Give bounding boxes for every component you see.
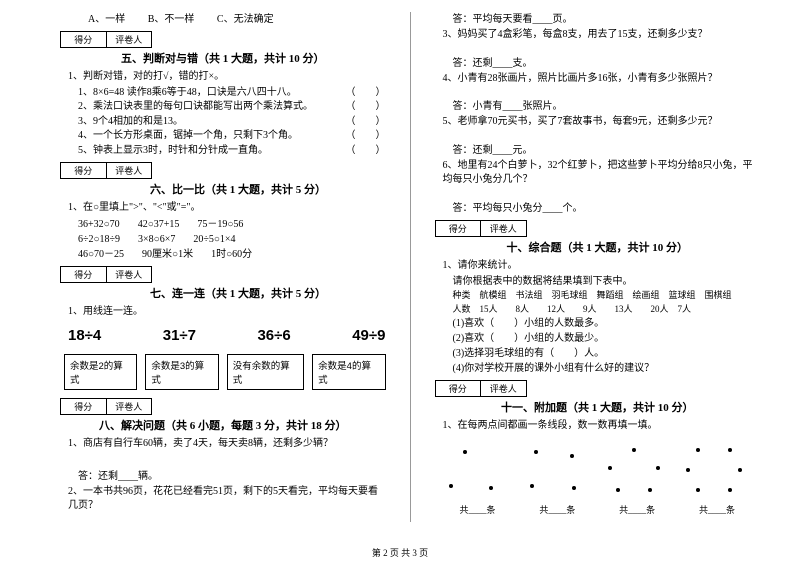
s5-q3: 3、9个4相加的和是13。（ ） xyxy=(78,115,386,130)
s5-q5: 5、钟表上显示3时，时针和分针成一直角。（ ） xyxy=(78,144,386,159)
s5-q1: 1、8×6=48 读作8乘6等于48，口诀是六八四十八。（ ） xyxy=(78,86,386,101)
box-2: 余数是3的算式 xyxy=(145,354,218,390)
s6-row3: 46○70－2590厘米○1米1时○60分 xyxy=(78,247,386,262)
s10-q2: (2)喜欢（ ）小组的人数最少。 xyxy=(453,331,761,346)
section-10-title: 十、综合题（共 1 大题，共计 10 分） xyxy=(435,239,761,255)
s8-a3: 答：还剩____支。 xyxy=(453,56,761,71)
label-2: 共____条 xyxy=(522,503,592,516)
div-4: 49÷9 xyxy=(352,327,385,344)
div-3: 36÷6 xyxy=(257,327,290,344)
division-row: 18÷4 31÷7 36÷6 49÷9 xyxy=(68,327,386,344)
section-6-title: 六、比一比（共 1 大题，共计 5 分） xyxy=(60,181,386,197)
dots-5 xyxy=(602,444,672,499)
column-divider xyxy=(410,12,411,522)
box-1: 余数是2的算式 xyxy=(64,354,137,390)
right-column: 答：平均每天要看____页。 3、妈妈买了4盒彩笔，每盒8支，用去了15支，还剩… xyxy=(435,12,761,522)
div-2: 31÷7 xyxy=(163,327,196,344)
scorebox-8: 得分 评卷人 xyxy=(60,398,152,415)
choice-c: C、无法确定 xyxy=(217,14,274,25)
s8-q6: 6、地里有24个白萝卜，32个红萝卜，把这些萝卜平均分给8只小兔，平均每只小兔分… xyxy=(443,159,761,188)
s5-q4: 4、一个长方形桌面，锯掉一个角，只剩下3个角。（ ） xyxy=(78,129,386,144)
s8-q1: 1、商店有自行车60辆，卖了4天，每天卖8辆，还剩多少辆？ xyxy=(68,437,386,452)
dots-6 xyxy=(682,444,752,499)
scorebox-11: 得分 评卷人 xyxy=(435,380,527,397)
s7-lead: 1、用线连一连。 xyxy=(68,305,386,320)
section-8-title: 八、解决问题（共 6 小题，每题 3 分，共计 18 分） xyxy=(60,417,386,433)
div-1: 18÷4 xyxy=(68,327,101,344)
s10-lead: 1、请你来统计。 xyxy=(443,259,761,274)
scorebox-10: 得分 评卷人 xyxy=(435,220,527,237)
label-1: 共____条 xyxy=(443,503,513,516)
s5-q2: 2、乘法口诀表里的每句口诀都能写出两个乘法算式。（ ） xyxy=(78,100,386,115)
answer-box-row: 余数是2的算式 余数是3的算式 没有余数的算式 余数是4的算式 xyxy=(64,354,386,390)
s10-q1: (1)喜欢（ ）小组的人数最多。 xyxy=(453,316,761,331)
section-11-title: 十一、附加题（共 1 大题，共计 10 分） xyxy=(435,399,761,415)
choice-a: A、一样 xyxy=(88,14,125,25)
s8-q2: 2、一本书共96页，花花已经看完51页，剩下的5天看完，平均每天要看几页？ xyxy=(68,485,386,514)
label-3: 共____条 xyxy=(602,503,672,516)
s10-desc: 请你根据表中的数据将结果填到下表中。 xyxy=(453,274,761,289)
s5-lead: 1、判断对错，对的打√，错的打×。 xyxy=(68,70,386,85)
s6-row2: 6÷2○18÷93×8○6×720÷5○1×4 xyxy=(78,232,386,247)
s8-q4: 4、小青有28张画片，照片比画片多16张，小青有多少张照片？ xyxy=(443,72,761,87)
scorebox-7: 得分 评卷人 xyxy=(60,266,152,283)
grader-label: 评卷人 xyxy=(107,32,152,47)
scorebox-6: 得分 评卷人 xyxy=(60,162,152,179)
choice-options: A、一样 B、不一样 C、无法确定 xyxy=(88,12,386,27)
page-footer: 第 2 页 共 3 页 xyxy=(0,546,800,559)
s8-a2: 答：平均每天要看____页。 xyxy=(453,12,761,27)
dots-4 xyxy=(522,444,592,499)
dots-labels: 共____条 共____条 共____条 共____条 xyxy=(443,503,753,516)
scorebox-5: 得分 评卷人 xyxy=(60,31,152,48)
s6-lead: 1、在○里填上">"、"<"或"="。 xyxy=(68,201,386,216)
s10-row-num: 人数 15人 8人 12人 9人 13人 20人 7人 xyxy=(453,303,761,317)
s8-a4: 答：小青有____张照片。 xyxy=(453,99,761,114)
s8-a1: 答：还剩____辆。 xyxy=(78,469,386,484)
label-4: 共____条 xyxy=(682,503,752,516)
box-3: 没有余数的算式 xyxy=(227,354,304,390)
s11-lead: 1、在每两点间都画一条线段，数一数再填一填。 xyxy=(443,419,761,434)
s10-q3: (3)选择羽毛球组的有（ ）人。 xyxy=(453,346,761,361)
s6-row1: 36+32○7042○37+1575－19○56 xyxy=(78,217,386,232)
box-4: 余数是4的算式 xyxy=(312,354,385,390)
section-5-title: 五、判断对与错（共 1 大题，共计 10 分） xyxy=(60,50,386,66)
left-column: A、一样 B、不一样 C、无法确定 得分 评卷人 五、判断对与错（共 1 大题，… xyxy=(60,12,386,522)
dots-3 xyxy=(443,444,513,499)
choice-b: B、不一样 xyxy=(148,14,195,25)
score-label: 得分 xyxy=(61,32,107,47)
section-7-title: 七、连一连（共 1 大题，共计 5 分） xyxy=(60,285,386,301)
s10-q4: (4)你对学校开展的课外小组有什么好的建议？ xyxy=(453,361,761,376)
s8-q5: 5、老师拿70元买书，买了7套故事书，每套9元，还剩多少元？ xyxy=(443,115,761,130)
s8-a5: 答：还剩____元。 xyxy=(453,143,761,158)
s8-q3: 3、妈妈买了4盒彩笔，每盒8支，用去了15支，还剩多少支？ xyxy=(443,28,761,43)
dots-row xyxy=(443,444,753,499)
s8-a6: 答：平均每只小兔分____个。 xyxy=(453,201,761,216)
s10-row-type: 种类 航模组 书法组 羽毛球组 舞蹈组 绘画组 篮球组 围棋组 xyxy=(453,289,761,303)
